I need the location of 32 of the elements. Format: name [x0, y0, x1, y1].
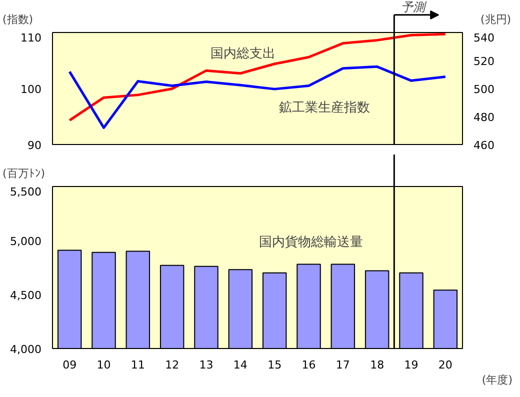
series-label: 国内貨物総輸送量: [258, 235, 363, 250]
y2-axis-title: (兆円): [480, 13, 512, 26]
x-tick-label: 16: [302, 358, 316, 372]
x-tick-label: 12: [165, 358, 180, 372]
x-tick-label: 10: [96, 358, 111, 372]
y-tick-label: 5,000: [10, 235, 42, 248]
x-tick-label: 18: [370, 358, 384, 372]
y2-tick-label: 540: [474, 32, 494, 44]
x-axis-title: (年度): [482, 374, 513, 386]
x-tick-label: 20: [438, 358, 452, 372]
y2-tick-label: 500: [474, 83, 494, 96]
y-tick-label: 5,500: [10, 186, 42, 198]
x-tick-label: 17: [336, 358, 350, 372]
x-tick-label: 11: [130, 358, 145, 372]
y-tick-label: 4,500: [10, 289, 42, 302]
series-label: 鉱工業生産指数: [278, 100, 370, 116]
x-tick-label: 19: [404, 358, 418, 372]
y-axis-title: (指数): [2, 13, 34, 26]
y-tick-label: 100: [20, 83, 42, 96]
y-tick-label: 90: [28, 139, 42, 152]
x-tick-label: 09: [62, 358, 77, 372]
y-axis-title: (百万ﾄﾝ): [2, 167, 46, 180]
y2-tick-label: 520: [474, 55, 494, 68]
x-tick-label: 15: [268, 358, 282, 372]
x-tick-label: 14: [233, 358, 248, 372]
y-tick-label: 110: [20, 32, 42, 44]
y2-tick-label: 460: [474, 139, 494, 152]
y-tick-label: 4,000: [10, 343, 42, 356]
series-label: 国内総支出: [210, 46, 276, 62]
x-tick-label: 13: [199, 358, 214, 372]
y2-tick-label: 480: [474, 111, 494, 124]
legend-label: 予測: [401, 0, 427, 14]
